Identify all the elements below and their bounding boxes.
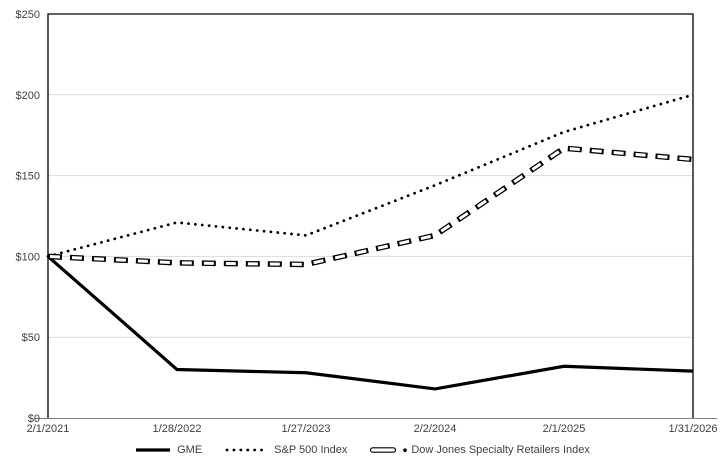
solid-line-marker-icon bbox=[136, 448, 171, 452]
x-tick-label-2-1-2025: 2/1/2025 bbox=[543, 423, 586, 435]
series-line-s-p-500-index bbox=[46, 93, 695, 258]
series-line-dow-jones-specialty-retailers-index-inner bbox=[47, 146, 694, 266]
y-tick-label-250: $250 bbox=[16, 9, 40, 21]
series-line-gme bbox=[46, 255, 694, 391]
y-tick-label-0: $0 bbox=[28, 413, 40, 425]
y-tick-label-150: $150 bbox=[16, 171, 40, 183]
plot-svg: $0 $50 $100 $150 $200 $250 2/1/2021 1/28/2022 1/… bbox=[16, 9, 718, 435]
legend-item-gme: GME bbox=[134, 444, 202, 456]
legend-item-sp500: S&P 500 Index bbox=[224, 444, 347, 456]
y-tick-label-200: $200 bbox=[16, 90, 40, 102]
legend-label-gme: GME bbox=[177, 444, 203, 456]
plot-frame bbox=[47, 13, 694, 418]
legend-label-dowjones: Dow Jones Specialty Retailers Index bbox=[411, 444, 590, 456]
series-line-dow-jones-specialty-retailers-index-outer bbox=[47, 145, 694, 268]
chart-legend: GME S&P 500 Index Dow Jones Specialty Re… bbox=[0, 440, 724, 460]
y-tick-label-100: $100 bbox=[16, 251, 40, 263]
x-tick-label-1-31-2026: 1/31/2026 bbox=[669, 423, 718, 435]
x-tick-label-2-2-2024: 2/2/2024 bbox=[414, 423, 457, 435]
x-tick-label-2-1-2021: 2/1/2021 bbox=[27, 423, 70, 435]
x-tick-label-1-28-2022: 1/28/2022 bbox=[153, 423, 202, 435]
legend-label-sp500: S&P 500 Index bbox=[274, 444, 348, 456]
x-tick-label-1-27-2023: 1/27/2023 bbox=[282, 423, 331, 435]
legend-item-dowjones: Dow Jones Specialty Retailers Index bbox=[369, 444, 590, 456]
dash-dot-line-marker-icon bbox=[370, 447, 408, 453]
y-tick-label-50: $50 bbox=[22, 332, 40, 344]
dotted-line-marker-icon bbox=[225, 448, 269, 452]
